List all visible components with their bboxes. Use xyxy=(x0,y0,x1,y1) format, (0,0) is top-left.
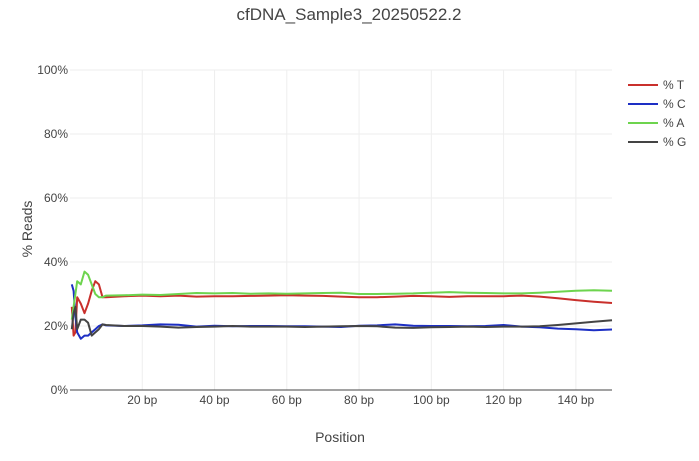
gridlines xyxy=(70,69,612,390)
legend-label: % A xyxy=(663,116,684,130)
y-tick-label: 100% xyxy=(37,63,68,77)
series-lines xyxy=(70,270,613,340)
y-tick-label: 60% xyxy=(44,191,68,205)
series-line-1 xyxy=(70,280,613,337)
x-tick-label: 20 bp xyxy=(127,393,157,407)
y-tick-label: 80% xyxy=(44,127,68,141)
x-axis-title: Position xyxy=(315,429,365,445)
x-tick-label: 120 bp xyxy=(485,393,522,407)
legend-item[interactable]: % G xyxy=(628,135,686,149)
x-tick-label: 140 bp xyxy=(558,393,595,407)
x-tick-label: 80 bp xyxy=(344,393,374,407)
legend-label: % T xyxy=(663,78,685,92)
x-tick-labels: 20 bp 40 bp 60 bp 80 bp 100 bp 120 bp 140 bp xyxy=(127,393,594,407)
x-tick-label: 40 bp xyxy=(200,393,230,407)
x-tick-label: 100 bp xyxy=(413,393,450,407)
legend-item[interactable]: % C xyxy=(628,97,686,111)
legend-label: % G xyxy=(663,135,686,149)
x-tick-label: 60 bp xyxy=(272,393,302,407)
y-tick-label: 0% xyxy=(51,383,69,397)
series-line-3 xyxy=(70,270,613,320)
y-tick-labels: 0% 20% 40% 60% 80% 100% xyxy=(37,63,68,397)
y-tick-label: 20% xyxy=(44,319,68,333)
y-axis-title: % Reads xyxy=(19,201,35,258)
legend-item[interactable]: % T xyxy=(628,78,685,92)
series-line-4 xyxy=(70,305,613,337)
legend-label: % C xyxy=(663,97,686,111)
chart-title: cfDNA_Sample3_20250522.2 xyxy=(237,5,462,24)
legend: % T % C % A % G xyxy=(628,78,686,149)
legend-item[interactable]: % A xyxy=(628,116,684,130)
y-tick-label: 40% xyxy=(44,255,68,269)
